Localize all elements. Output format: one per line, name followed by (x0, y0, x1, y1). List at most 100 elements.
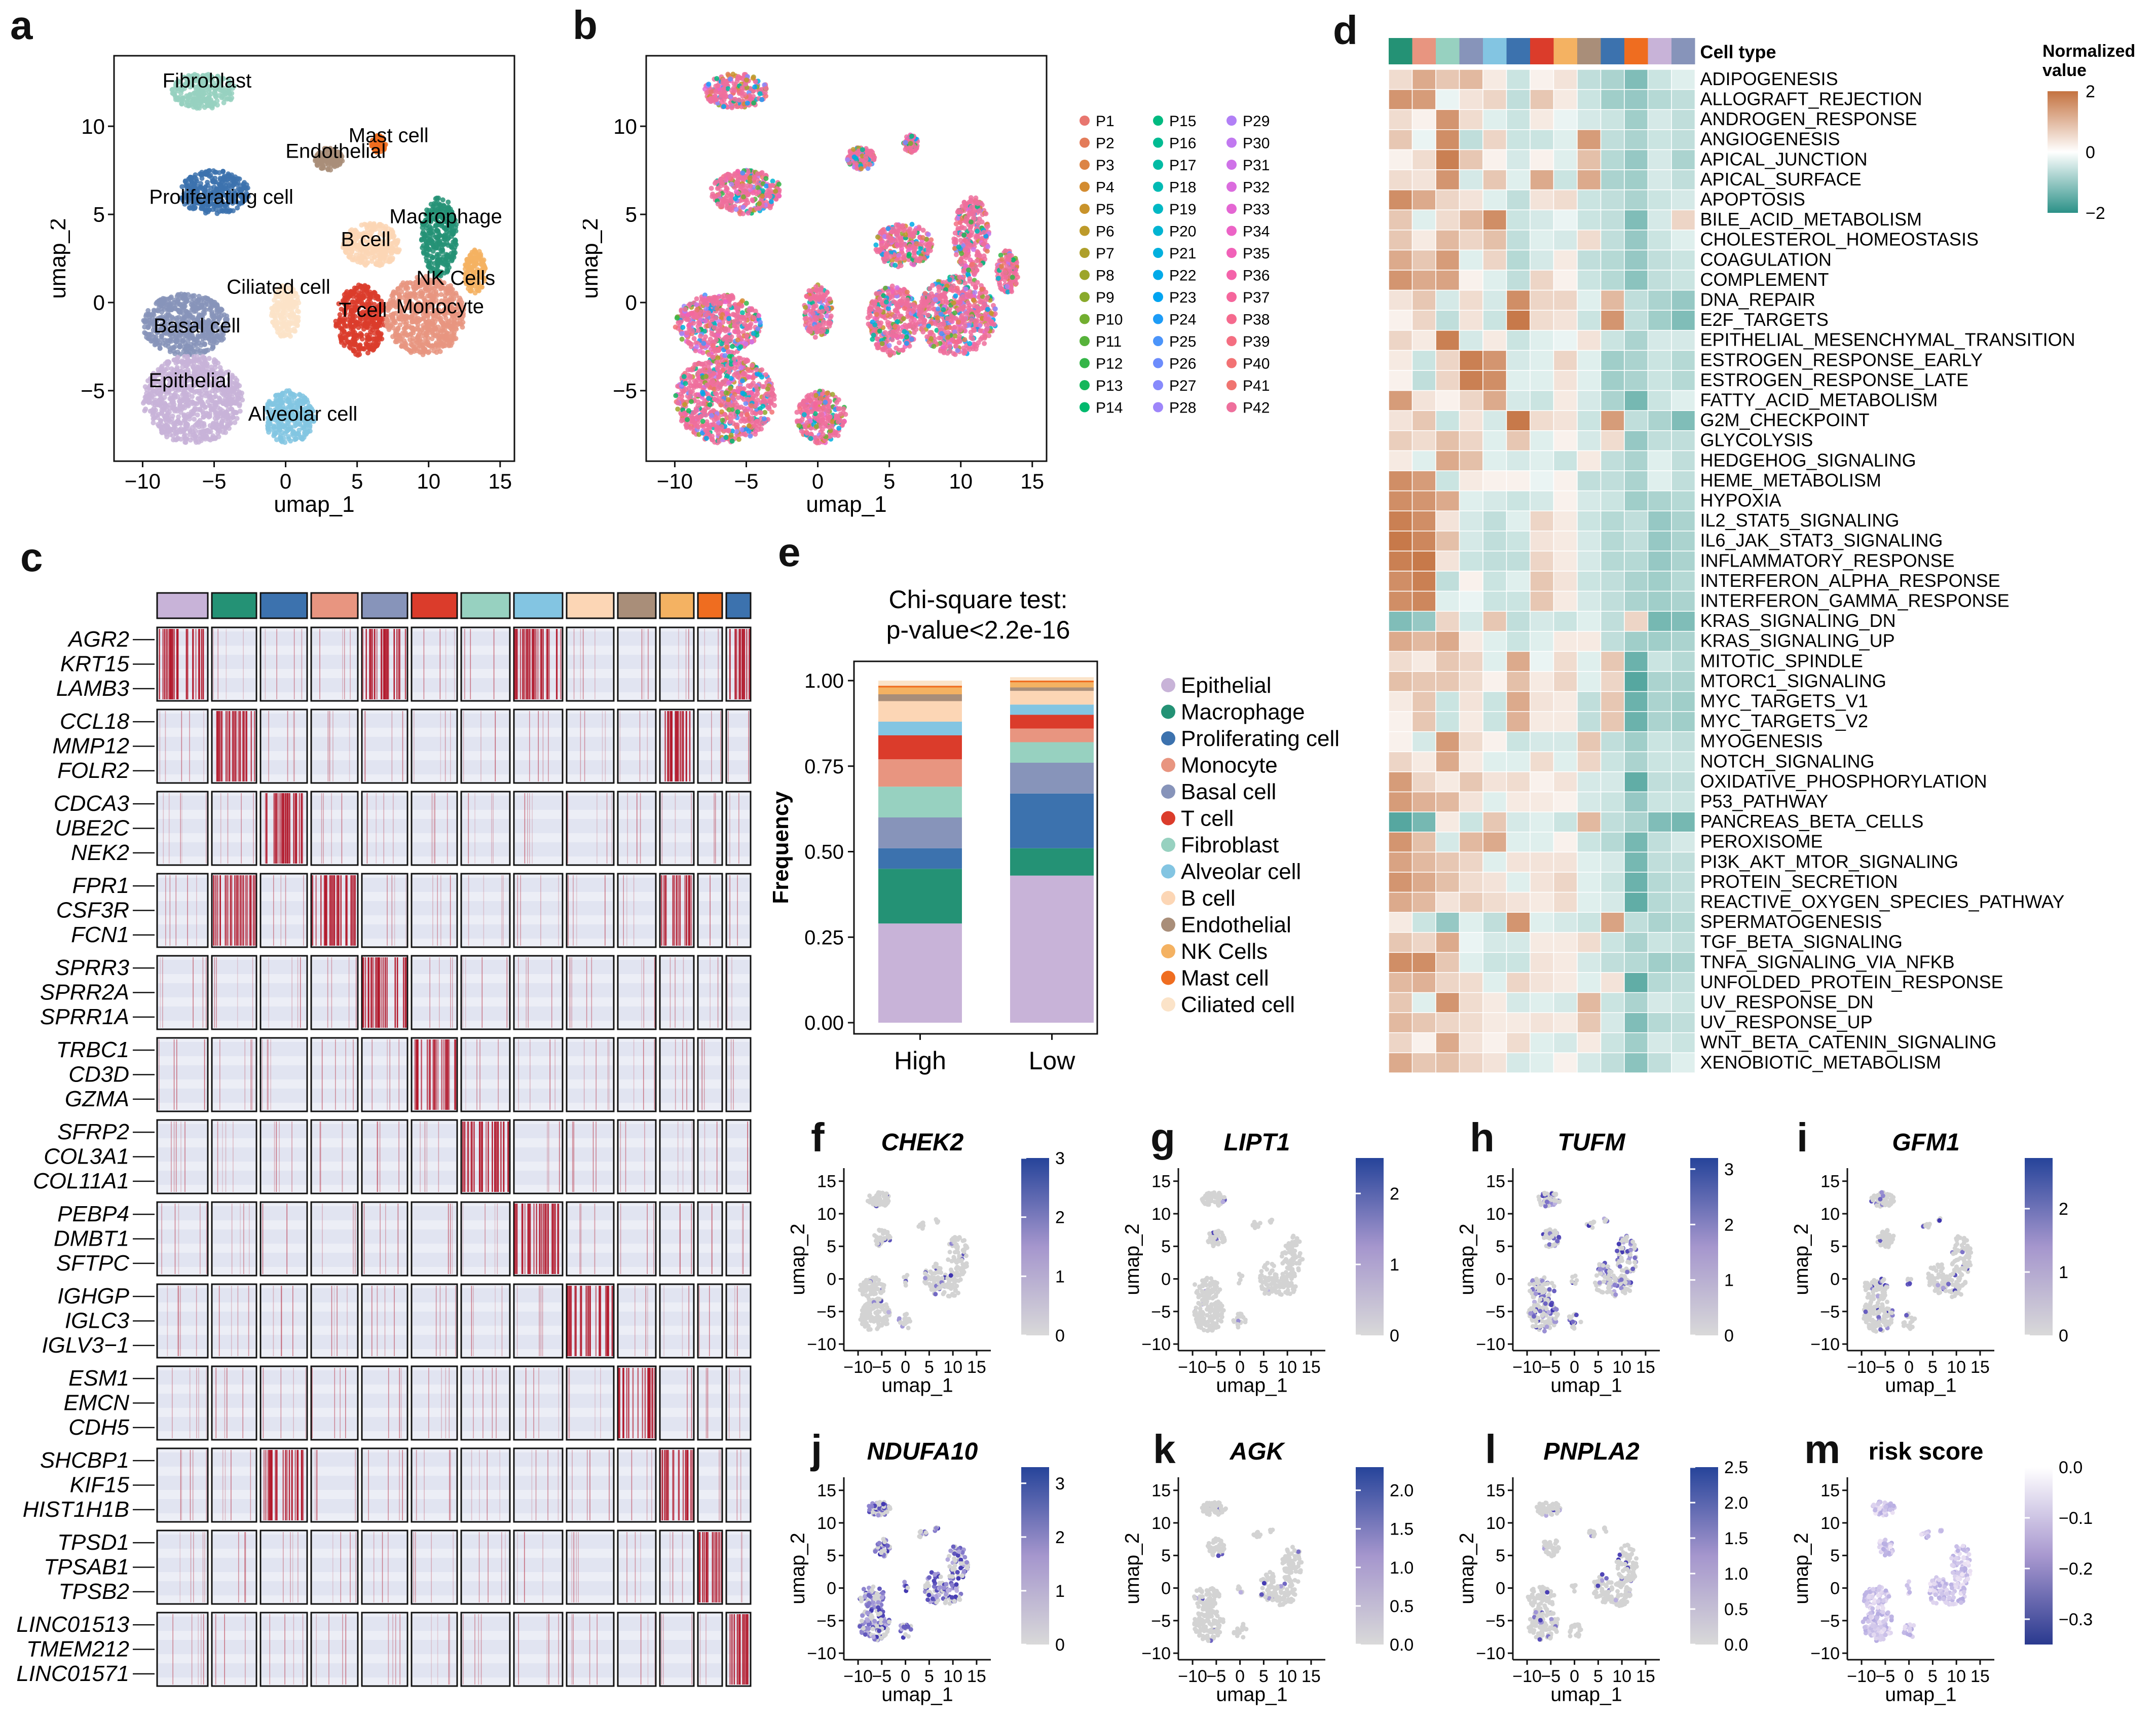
point-b-cell (390, 234, 395, 239)
y-tick-label: 5 (625, 203, 637, 227)
point-sample (719, 99, 724, 104)
point-nk-cells (472, 290, 478, 296)
point-b-cell (342, 243, 347, 248)
point-proliferating-cell (244, 192, 250, 198)
point-ciliated-cell (291, 299, 296, 305)
point-monocyte (435, 346, 441, 351)
point-endothelial (314, 153, 320, 159)
point-basal-cell (191, 309, 197, 314)
point-epithelial (239, 390, 245, 396)
point-monocyte (410, 325, 415, 330)
point-basal-cell (157, 302, 162, 308)
point-basal-cell (170, 345, 175, 351)
point-t-cell (342, 343, 347, 348)
point-sample (909, 133, 914, 139)
point-monocyte (394, 328, 400, 334)
point-monocyte (414, 338, 420, 343)
point-proliferating-cell (199, 172, 204, 178)
point-monocyte (395, 286, 401, 291)
point-b-cell (383, 258, 389, 264)
point-proliferating-cell (237, 201, 242, 207)
point-t-cell (351, 337, 357, 342)
point-basal-cell (202, 349, 207, 355)
point-epithelial (150, 413, 156, 418)
point-macrophage (449, 234, 454, 239)
point-epithelial (184, 359, 190, 365)
y-tick-label: −5 (613, 379, 637, 403)
point-proliferating-cell (241, 184, 247, 190)
point-ciliated-cell (294, 323, 300, 328)
cluster-label: Proliferating cell (149, 186, 293, 208)
point-epithelial (159, 430, 165, 435)
point-nk-cells (469, 268, 475, 273)
point-monocyte (400, 280, 406, 286)
point-sample (715, 185, 720, 191)
point-b-cell (368, 233, 374, 238)
point-b-cell (371, 225, 377, 230)
point-epithelial (173, 360, 179, 366)
point-basal-cell (181, 292, 187, 297)
point-epithelial (172, 408, 177, 414)
point-proliferating-cell (206, 173, 212, 179)
point-basal-cell (157, 346, 163, 351)
x-tick-label: −5 (734, 469, 759, 493)
point-proliferating-cell (191, 206, 196, 211)
point-basal-cell (178, 302, 183, 308)
point-sample (759, 170, 765, 175)
point-monocyte (388, 312, 394, 318)
point-proliferating-cell (216, 170, 222, 175)
point-proliferating-cell (212, 170, 217, 175)
point-epithelial (201, 414, 206, 420)
point-basal-cell (162, 296, 167, 302)
point-fibroblast (191, 91, 196, 96)
y-tick-label: 0 (93, 291, 105, 315)
point-fibroblast (170, 87, 175, 92)
point-epithelial (190, 401, 195, 406)
point-basal-cell (167, 296, 172, 302)
point-macrophage (423, 212, 429, 217)
point-mast-cell (378, 139, 384, 145)
point-fibroblast (192, 98, 197, 104)
point-epithelial (222, 396, 228, 402)
point-macrophage (432, 204, 437, 210)
point-b-cell (377, 252, 382, 258)
point-b-cell (378, 221, 383, 227)
point-macrophage (437, 257, 443, 263)
point-b-cell (357, 243, 362, 248)
point-t-cell (357, 343, 362, 349)
point-epithelial (159, 407, 165, 413)
point-fibroblast (174, 80, 180, 86)
point-proliferating-cell (209, 194, 214, 199)
point-basal-cell (212, 300, 217, 305)
point-b-cell (383, 240, 388, 245)
point-endothelial (333, 151, 339, 156)
x-tick-label: −5 (202, 469, 227, 493)
point-monocyte (450, 337, 455, 342)
point-epithelial (213, 419, 219, 424)
point-macrophage (435, 235, 440, 241)
point-basal-cell (156, 308, 161, 314)
point-alveolar-cell (280, 390, 285, 396)
y-tick-label: 10 (613, 115, 637, 138)
point-sample (865, 161, 871, 167)
point-epithelial (191, 354, 197, 359)
point-macrophage (424, 248, 430, 254)
point-basal-cell (175, 349, 180, 355)
point-ciliated-cell (287, 319, 292, 325)
point-monocyte (401, 326, 407, 331)
point-t-cell (350, 342, 356, 347)
point-alveolar-cell (278, 395, 283, 401)
x-tick-label: 15 (1020, 469, 1044, 493)
point-sample (745, 100, 750, 106)
point-b-cell (351, 233, 356, 238)
point-alveolar-cell (279, 439, 285, 444)
point-nk-cells (478, 284, 484, 290)
point-epithelial (232, 409, 237, 415)
x-axis-title: umap_1 (274, 492, 354, 517)
point-epithelial (217, 425, 222, 430)
point-macrophage (436, 245, 441, 251)
point-b-cell (362, 221, 367, 227)
x-tick-label: −10 (657, 469, 693, 493)
point-sample (744, 77, 750, 83)
point-macrophage (430, 254, 436, 260)
